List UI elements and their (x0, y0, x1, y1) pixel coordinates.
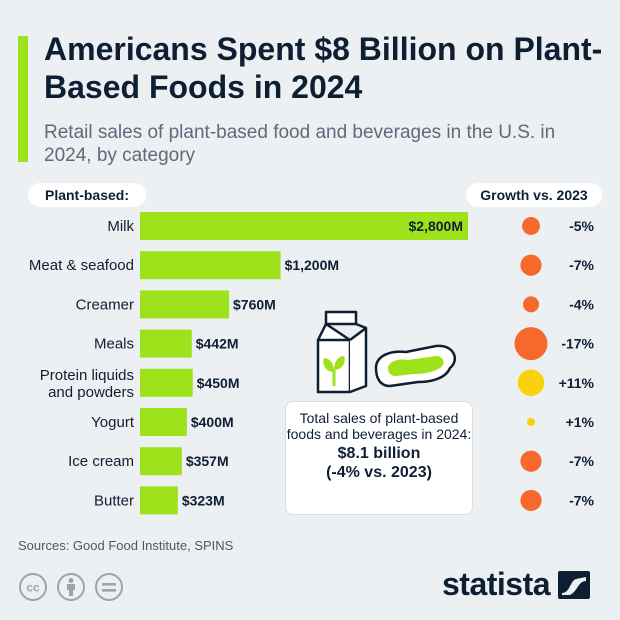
total-sales-change: (-4% vs. 2023) (326, 464, 432, 481)
bar (140, 290, 230, 319)
category-label: Ice cream (68, 453, 134, 470)
growth-bubble (527, 418, 535, 426)
total-sales-description: Total sales of plant-based foods and bev… (286, 410, 472, 442)
category-header: Plant-based: (28, 183, 146, 207)
growth-bubble (520, 450, 542, 472)
growth-bubble (514, 327, 548, 361)
value-label: $450M (197, 375, 240, 391)
bar (140, 212, 468, 240)
bar (140, 447, 182, 476)
growth-label: -17% (561, 336, 594, 352)
statista-logo: statista (442, 566, 592, 603)
bar (140, 408, 187, 436)
value-label: $1,200M (285, 257, 339, 273)
total-sales-value: $8.1 billion (337, 445, 421, 462)
bar (140, 251, 281, 280)
growth-label: -5% (569, 218, 594, 234)
category-label: Creamer (76, 296, 134, 313)
value-label: $400M (191, 414, 234, 430)
category-label: Milk (107, 218, 134, 235)
category-label: Butter (94, 492, 134, 509)
page-subtitle: Retail sales of plant-based food and bev… (44, 122, 556, 166)
bar (140, 486, 178, 515)
bar (140, 368, 193, 397)
growth-label: +1% (566, 414, 595, 430)
no-derivatives-icon (95, 573, 123, 601)
growth-bubble (520, 254, 542, 276)
category-label: Yogurt (91, 414, 135, 431)
attribution-icon (57, 573, 85, 601)
value-label: $442M (196, 336, 239, 352)
category-label: Protein liquids and powders (40, 367, 134, 401)
plant-food-illustration (316, 310, 456, 394)
cc-icon: cc (19, 573, 47, 601)
page-title: Americans Spent $8 Billion on Plant-Base… (44, 31, 603, 105)
growth-bubble (517, 369, 545, 397)
svg-text:cc: cc (26, 581, 40, 595)
milk-carton-icon (316, 310, 368, 394)
total-sales-box: Total sales of plant-based foods and bev… (285, 401, 473, 515)
growth-label: -7% (569, 453, 594, 469)
brand-name: statista (442, 566, 551, 602)
growth-label: -4% (569, 296, 594, 312)
growth-label: -7% (569, 492, 594, 508)
statista-mark-icon (558, 570, 591, 599)
value-label: $2,800M (409, 218, 463, 234)
value-label: $323M (182, 492, 225, 508)
growth-label: -7% (569, 257, 594, 273)
growth-bubble (520, 489, 542, 511)
value-label: $357M (186, 453, 229, 469)
bar (140, 329, 192, 358)
source-note: Sources: Good Food Institute, SPINS (18, 538, 234, 553)
value-label: $760M (233, 296, 276, 312)
category-label: Meals (94, 336, 134, 353)
growth-header: Growth vs. 2023 (466, 183, 602, 207)
category-label: Meat & seafood (29, 257, 134, 274)
plant-based-meat-icon (374, 344, 456, 388)
growth-bubble (523, 296, 539, 313)
license-icons: cc (19, 573, 123, 601)
growth-bubble (522, 217, 540, 235)
title-accent-bar (18, 36, 28, 162)
growth-label: +11% (559, 375, 595, 391)
